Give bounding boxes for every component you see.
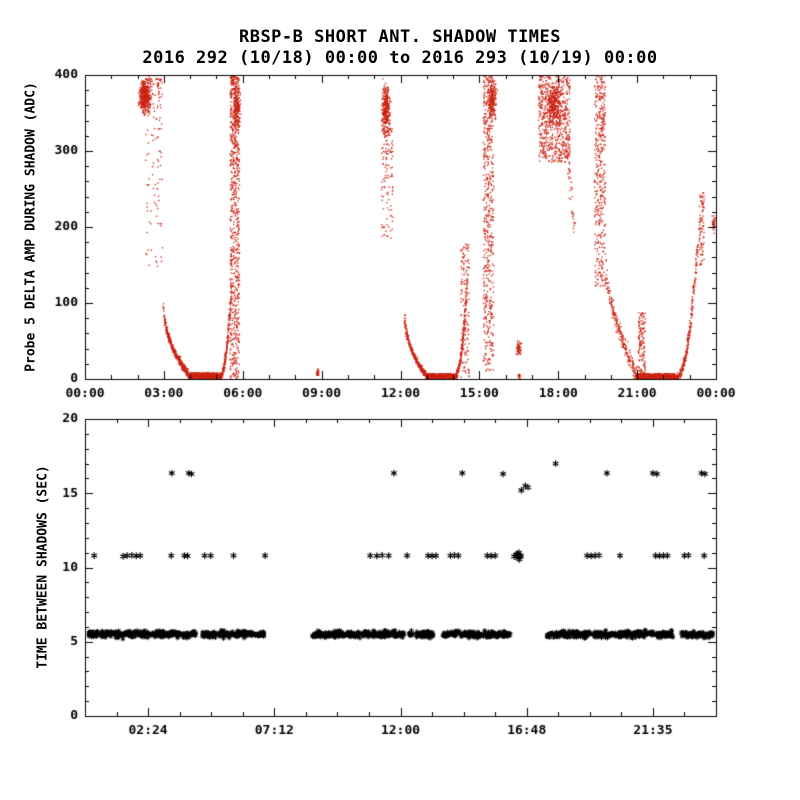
top-y-axis-label: Probe 5 DELTA AMP DURING SHADOW (ADC) <box>23 82 39 372</box>
chart-subtitle: 2016 292 (10/18) 00:00 to 2016 293 (10/1… <box>142 48 658 68</box>
chart-title: RBSP-B SHORT ANT. SHADOW TIMES <box>238 27 562 47</box>
bottom-y-axis-label: TIME BETWEEN SHADOWS (SEC) <box>35 465 51 669</box>
